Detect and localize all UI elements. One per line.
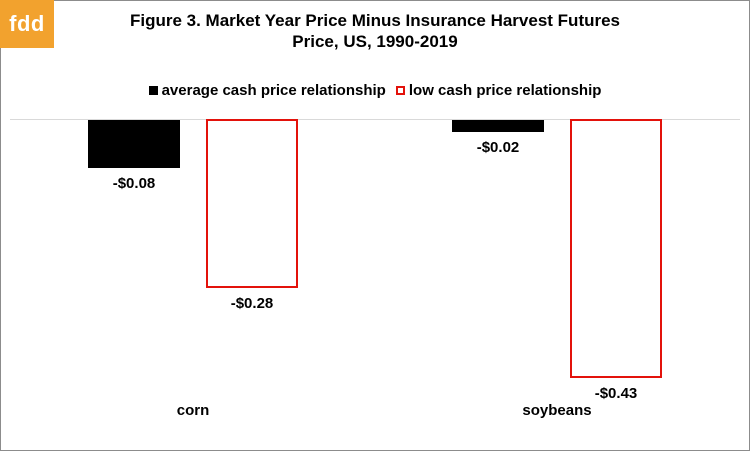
logo-text: fdd: [9, 11, 45, 36]
chart-legend: average cash price relationship low cash…: [0, 82, 750, 99]
fdd-logo: fdd: [0, 0, 54, 48]
bars-group: [88, 119, 662, 378]
chart-title-line-2: Price, US, 1990-2019: [292, 32, 458, 51]
legend-item-average: average cash price relationship: [148, 82, 386, 99]
data-label-corn-average: -$0.08: [113, 175, 156, 192]
bar-soybeans-low: [570, 119, 662, 378]
chart-title: Figure 3. Market Year Price Minus Insura…: [60, 10, 690, 52]
legend-item-low: low cash price relationship: [395, 82, 602, 99]
labels-group: -$0.08 -$0.02 -$0.28 -$0.43 corn soybeans: [113, 139, 638, 419]
legend-label-average: average cash price relationship: [161, 82, 386, 99]
category-label-soybeans: soybeans: [522, 402, 591, 419]
bar-corn-average: [88, 120, 180, 168]
legend-swatch-average: [148, 86, 158, 95]
chart-title-line-1: Figure 3. Market Year Price Minus Insura…: [129, 11, 621, 30]
data-label-soybeans-low: -$0.43: [595, 385, 638, 402]
legend-label-low: low cash price relationship: [408, 82, 602, 99]
category-label-corn: corn: [177, 402, 210, 419]
bar-corn-low: [206, 119, 298, 288]
bar-soybeans-average: [452, 120, 544, 132]
data-label-soybeans-average: -$0.02: [477, 139, 520, 156]
data-label-corn-low: -$0.28: [231, 295, 274, 312]
legend-swatch-low: [395, 86, 405, 95]
